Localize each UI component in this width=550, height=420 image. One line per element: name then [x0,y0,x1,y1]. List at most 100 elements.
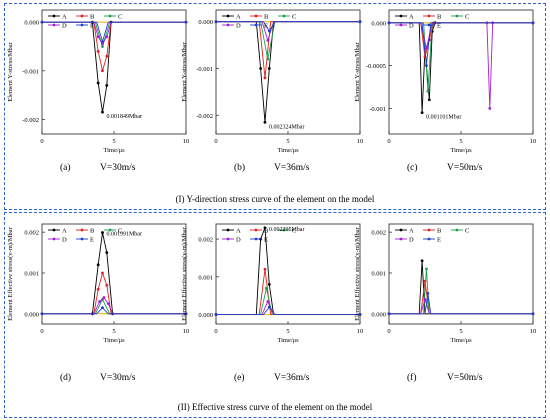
x-tick-label: 0 [214,328,217,335]
plot-area [215,223,361,325]
legend-label-A: A [409,228,414,235]
legend-label-A: A [62,228,67,235]
data-point-A [101,110,104,114]
legend-marker-A [52,228,56,232]
legend-marker-E [254,23,258,27]
data-point-B [96,287,100,291]
legend-marker-B [80,228,84,232]
legend-marker-D [226,237,230,241]
condition-label: V=30m/s [100,373,136,383]
y-tick-label: 0.002 [24,230,39,237]
x-axis-label: Time/μs [450,147,472,154]
y-tick-label: 0.002 [198,237,213,244]
data-point-A [267,282,271,286]
y-tick-label: 0.000 [24,20,39,27]
x-tick-label: 10 [357,328,364,335]
legend-label-D: D [62,237,67,244]
legend-marker-E [427,23,431,27]
x-tick-label: 10 [183,328,190,335]
y-tick-label: -0.002 [196,113,213,120]
data-point-C [101,298,104,301]
data-point-D [488,106,492,110]
data-point-D [96,35,100,39]
annotation-label: 0.001991Mbar [106,232,142,238]
legend-label-A: A [236,14,241,21]
legend-label-B: B [90,228,95,235]
y-axis-label: Element Y-stress/Mbar [181,41,188,101]
x-tick-label: 10 [530,138,537,145]
data-point-E [214,313,218,316]
legend-marker-E [427,237,431,241]
y-tick-label: 0.000 [198,312,213,319]
data-point-B [101,69,104,73]
legend-marker-B [254,14,258,18]
data-point-E [184,20,188,24]
panel-label: (d) [60,372,71,383]
data-point-B [96,49,100,53]
legend-marker-D [52,237,56,241]
panel-label: (b) [234,162,245,173]
y-tick-label: -0.001 [196,66,213,73]
y-axis-label: Element Effective stress(v-m)/Mbar [7,226,14,321]
data-point-E [267,305,271,309]
legend-marker-D [399,23,403,27]
data-point-C [425,267,428,271]
data-point-C [265,286,268,290]
condition-label: V=50m/s [447,163,483,173]
legend-label-C: C [118,228,122,235]
legend-label-D: D [409,23,414,30]
data-point-E [267,29,271,33]
legend-label-E: E [437,23,441,30]
data-point-D [266,299,270,303]
legend-label-C: C [465,14,469,21]
y-tick-label: 0.002 [371,230,386,237]
chart-2 [214,9,362,135]
y-axis-label: Element Y-stress/Mbar [7,41,14,101]
legend-label-B: B [437,14,442,21]
legend-label-D: D [236,237,241,244]
legend-label-D: D [236,23,241,30]
x-tick-label: 0 [214,138,217,145]
panel-label: (c) [407,162,418,173]
legend-label-C: C [292,228,296,235]
y-axis-label: Element Y-stress/Mbar [354,41,361,101]
legend-label-B: B [264,14,269,21]
legend-marker-A [226,14,230,18]
legend-marker-D [226,23,230,27]
data-point-E [40,20,44,24]
data-point-E [531,312,535,316]
data-point-A [96,263,100,267]
legend-marker-C [455,228,459,232]
data-point-A [420,111,424,115]
y-tick-label: 0.000 [371,20,386,27]
condition-label: V=36m/s [274,373,310,383]
legend-label-E: E [90,23,94,30]
legend-marker-C [455,14,459,18]
y-tick-label: 0.001 [198,274,213,281]
data-point-A [105,83,109,87]
data-point-D [105,35,109,39]
data-point-D [98,300,101,303]
x-tick-label: 5 [112,328,115,335]
plot-area [41,223,187,325]
data-point-A [263,226,267,230]
legend-label-C: C [465,228,469,235]
y-tick-label: 0.001 [24,270,39,277]
data-point-D [425,47,428,50]
data-point-B [263,267,267,271]
y-tick-label: -0.001 [22,68,39,75]
y-tick-label: 0.000 [371,311,386,318]
data-point-E [358,20,362,24]
x-tick-label: 5 [459,138,462,145]
data-point-D [101,42,104,46]
legend-marker-B [80,14,84,18]
chart-1 [40,9,188,135]
data-point-A [259,67,263,70]
legend-label-E: E [264,23,268,30]
legend-label-C: C [292,14,296,21]
legend-marker-A [399,228,403,232]
legend-label-B: B [90,14,95,21]
chart-5 [214,223,362,325]
x-tick-label: 5 [286,328,289,335]
x-tick-label: 5 [459,328,462,335]
